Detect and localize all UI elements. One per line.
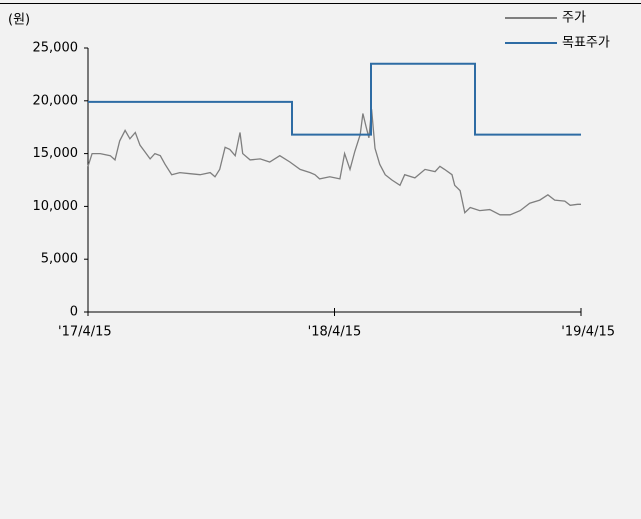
- series-line: [88, 62, 581, 136]
- x-tick-label: '17/4/15: [58, 325, 112, 340]
- y-tick-label: 5,000: [41, 252, 78, 267]
- y-tick-label: 15,000: [33, 146, 79, 161]
- y-tick-label: 10,000: [33, 199, 79, 214]
- y-axis-unit: (원): [8, 13, 30, 28]
- x-tick-label: '19/4/15: [561, 325, 615, 340]
- y-tick-label: 0: [70, 305, 78, 320]
- series-line: [87, 109, 581, 216]
- x-tick-label: '18/4/15: [308, 325, 362, 340]
- legend-label: 주가: [562, 11, 586, 26]
- y-tick-label: 25,000: [33, 41, 79, 56]
- y-tick-label: 20,000: [33, 93, 79, 108]
- legend-label: 목표주가: [562, 36, 610, 51]
